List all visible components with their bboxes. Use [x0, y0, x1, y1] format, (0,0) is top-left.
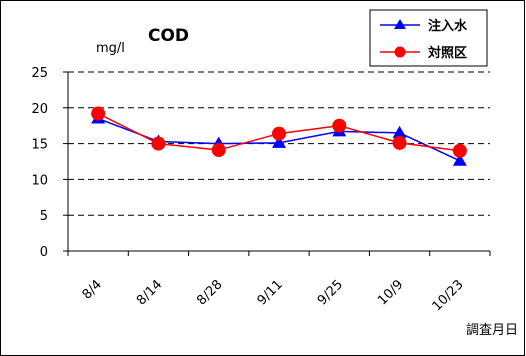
unit-label: mg/l — [96, 41, 125, 56]
data-point-circle — [332, 118, 347, 133]
y-tick-label: 20 — [31, 102, 48, 117]
data-point-circle — [151, 136, 166, 151]
y-axis-ticks: 0 5 10 15 20 25 — [31, 66, 68, 260]
legend-label-control: 対照区 — [427, 45, 467, 61]
data-point-circle — [452, 143, 467, 158]
series-group — [91, 106, 467, 166]
y-tick-label: 0 — [40, 245, 48, 260]
chart-title: COD — [148, 26, 189, 46]
data-point-triangle — [452, 153, 467, 166]
data-point-circle — [91, 106, 106, 121]
data-point-triangle — [272, 135, 286, 148]
y-tick-label: 10 — [31, 173, 48, 188]
data-point-circle — [272, 126, 286, 141]
x-axis-label: 調査月日 — [466, 323, 518, 338]
legend-label-injection: 注入水 — [428, 18, 468, 34]
legend: 注入水 対照区 — [369, 9, 488, 67]
y-tick-label: 15 — [31, 138, 48, 153]
y-tick-label: 25 — [31, 66, 48, 81]
data-point-circle — [392, 135, 407, 150]
grid-lines — [68, 71, 490, 216]
legend-marker-triangle — [394, 19, 406, 29]
data-point-circle — [211, 143, 226, 158]
y-tick-label: 5 — [40, 209, 48, 224]
data-point-triangle — [392, 125, 407, 138]
legend-box — [369, 9, 488, 67]
legend-marker-circle — [394, 46, 406, 58]
